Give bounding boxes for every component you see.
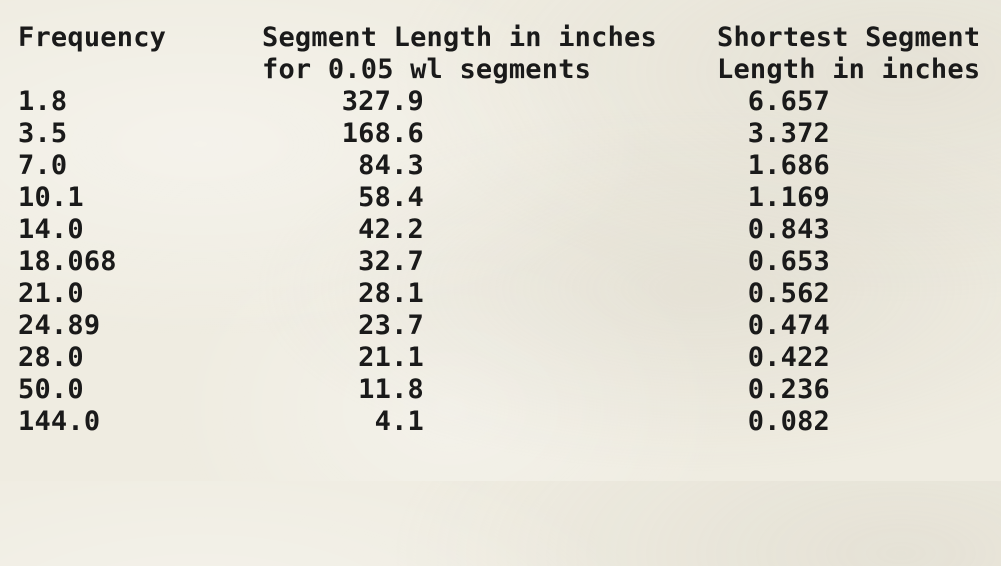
segment-length-cell: 23.7: [358, 310, 424, 341]
segment-length-cell: 21.1: [358, 342, 424, 373]
table-row: 7.0 84.3 1.686: [18, 150, 993, 182]
header-row-1: Frequency Segment Length in inches Short…: [18, 22, 993, 54]
segment-length-cell: 168.6: [341, 118, 424, 149]
segment-length-table: Frequency Segment Length in inches Short…: [18, 22, 993, 438]
shortest-segment-cell: 6.657: [747, 86, 830, 117]
frequency-cell: 14.0: [18, 214, 84, 245]
segment-length-cell: 84.3: [358, 150, 424, 181]
frequency-cell: 24.89: [18, 310, 101, 341]
table-row: 18.068 32.7 0.653: [18, 246, 993, 278]
shortest-segment-cell: 0.236: [747, 374, 830, 405]
frequency-cell: 3.5: [18, 118, 68, 149]
segment-length-cell: 42.2: [358, 214, 424, 245]
table-row: 21.0 28.1 0.562: [18, 278, 993, 310]
table-row: 3.5 168.6 3.372: [18, 118, 993, 150]
shortest-segment-cell: 0.653: [747, 246, 830, 277]
frequency-cell: 1.8: [18, 86, 68, 117]
table-row: 10.1 58.4 1.169: [18, 182, 993, 214]
segment-length-cell: 4.1: [374, 406, 424, 437]
segment-length-cell: 58.4: [358, 182, 424, 213]
table-row: 1.8 327.9 6.657: [18, 86, 993, 118]
header-shortest-segment-sub: Length in inches: [717, 54, 981, 85]
header-segment-length-sub: for 0.05 wl segments: [262, 54, 592, 85]
shortest-segment-cell: 0.082: [747, 406, 830, 437]
shortest-segment-cell: 1.686: [747, 150, 830, 181]
frequency-cell: 50.0: [18, 374, 84, 405]
table-row: 24.89 23.7 0.474: [18, 310, 993, 342]
table-row: 144.0 4.1 0.082: [18, 406, 993, 438]
shortest-segment-cell: 0.474: [747, 310, 830, 341]
header-row-2: for 0.05 wl segments Length in inches: [18, 54, 993, 86]
frequency-cell: 10.1: [18, 182, 84, 213]
segment-length-cell: 327.9: [341, 86, 424, 117]
table-row: 28.0 21.1 0.422: [18, 342, 993, 374]
table-row: 50.0 11.8 0.236: [18, 374, 993, 406]
segment-length-cell: 32.7: [358, 246, 424, 277]
frequency-cell: 21.0: [18, 278, 84, 309]
shortest-segment-cell: 1.169: [747, 182, 830, 213]
header-segment-length: Segment Length in inches: [262, 22, 657, 53]
shortest-segment-cell: 3.372: [747, 118, 830, 149]
frequency-cell: 28.0: [18, 342, 84, 373]
shortest-segment-cell: 0.562: [747, 278, 830, 309]
segment-length-cell: 11.8: [358, 374, 424, 405]
shortest-segment-cell: 0.422: [747, 342, 830, 373]
frequency-cell: 7.0: [18, 150, 68, 181]
shortest-segment-cell: 0.843: [747, 214, 830, 245]
segment-length-cell: 28.1: [358, 278, 424, 309]
frequency-cell: 18.068: [18, 246, 117, 277]
header-shortest-segment: Shortest Segment: [717, 22, 981, 53]
table-row: 14.0 42.2 0.843: [18, 214, 993, 246]
header-frequency: Frequency: [18, 22, 167, 53]
frequency-cell: 144.0: [18, 406, 101, 437]
